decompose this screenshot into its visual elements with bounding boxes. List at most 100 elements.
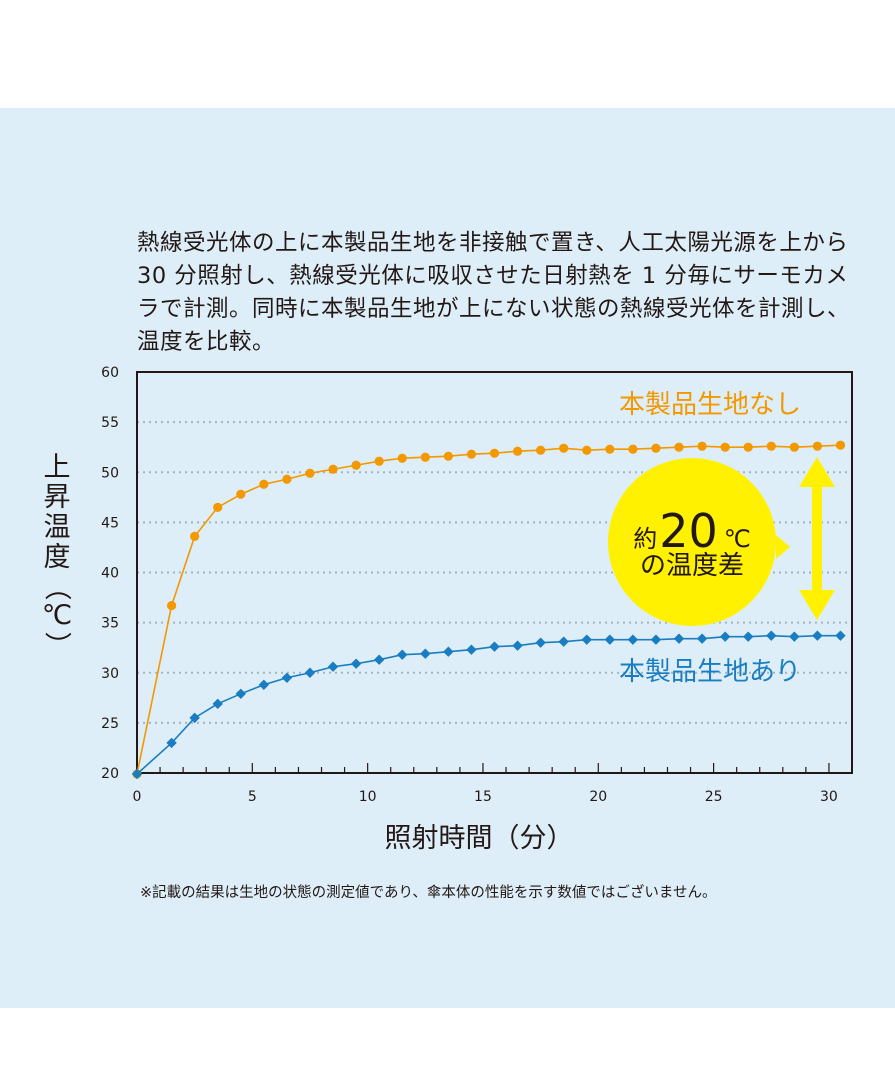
series-1-point-29 [812, 630, 823, 641]
x-axis-label: 照射時間（分） [385, 823, 574, 854]
series-1-point-17 [535, 637, 546, 648]
x-tick-label-25: 25 [705, 789, 723, 805]
series-0-point-19 [582, 445, 592, 455]
y-axis-label-char-5: ℃ [42, 600, 72, 631]
series-0-point-10 [374, 456, 384, 466]
series-0-point-28 [789, 442, 799, 452]
callout-line1: 約20 ℃ [633, 504, 751, 558]
difference-arrow-down-head [799, 590, 835, 620]
x-tick-label-30: 30 [820, 789, 838, 805]
series-1-point-6 [281, 672, 293, 683]
callout-number: 20 [659, 504, 718, 558]
series-label-without-fabric: 本製品生地なし [619, 390, 801, 420]
series-1-point-30 [835, 630, 846, 641]
series-label-with-fabric: 本製品生地あり [619, 657, 801, 687]
temperature-difference-callout: 約20 ℃ の温度差 [608, 457, 835, 626]
y-axis-label-char-0: 上 [44, 452, 71, 483]
series-1-point-8 [327, 661, 339, 672]
y-tick-label-60: 60 [101, 365, 119, 381]
series-1-point-4 [235, 688, 246, 700]
x-tick-label-15: 15 [474, 789, 492, 805]
callout-unit: ℃ [724, 525, 751, 553]
series-0-point-16 [512, 446, 523, 456]
series-1-point-5 [258, 679, 270, 690]
series-0-point-1 [166, 600, 177, 611]
callout-circle [608, 458, 776, 626]
series-1-point-2 [189, 712, 200, 724]
series-0-point-12 [420, 452, 430, 462]
series-0-point-25 [720, 442, 730, 452]
series-0-point-11 [397, 453, 407, 463]
series-0-point-20 [605, 444, 615, 454]
series-1-point-12 [420, 648, 431, 659]
series-0-point-3 [213, 502, 223, 512]
series-1-point-1 [166, 737, 177, 749]
difference-arrow-up-head [799, 457, 835, 487]
series-1-point-21 [627, 634, 639, 645]
series-0-point-15 [489, 448, 500, 458]
y-tick-label-45: 45 [101, 515, 119, 531]
series-1-point-20 [604, 634, 616, 645]
y-axis-label-char-6: ） [41, 632, 72, 659]
callout-pointer [776, 535, 790, 559]
x-tick-label-10: 10 [359, 789, 377, 805]
series-1-point-9 [350, 658, 362, 669]
series-1-point-26 [743, 631, 754, 642]
series-1-point-0 [131, 768, 143, 780]
plot-frame [136, 371, 853, 774]
series-0-point-26 [743, 442, 753, 452]
series-1-point-11 [397, 649, 408, 660]
y-axis-label-char-4: （ [41, 574, 72, 601]
series-layer [131, 440, 846, 780]
y-tick-label-55: 55 [101, 415, 119, 431]
x-tick-label-5: 5 [248, 789, 257, 805]
series-1-point-15 [489, 641, 500, 652]
x-tick-label-0: 0 [133, 789, 142, 805]
y-axis-label-char-2: 温 [44, 512, 71, 543]
series-1-point-13 [443, 646, 454, 657]
series-1-point-3 [212, 698, 223, 710]
series-0-point-8 [328, 464, 338, 474]
series-0-point-13 [443, 451, 453, 461]
callout-approx: 約 [633, 525, 657, 553]
series-0-point-5 [259, 479, 269, 489]
series-1-point-19 [581, 634, 592, 645]
series-0-point-4 [236, 489, 246, 499]
series-1-point-22 [650, 634, 662, 645]
series-0-point-30 [835, 440, 846, 450]
description-text: 熱線受光体の上に本製品生地を非接触で置き、人工太陽光源を上から 30 分照射し、… [137, 230, 851, 355]
callout-line2: の温度差 [640, 551, 744, 581]
series-0-point-17 [536, 445, 546, 455]
series-0-point-14 [466, 449, 477, 459]
series-1-point-28 [789, 631, 800, 642]
y-axis-label-char-3: 度 [44, 542, 71, 573]
series-1-point-27 [766, 630, 777, 641]
series-0-point-9 [351, 460, 361, 470]
y-tick-label-50: 50 [101, 465, 119, 481]
y-tick-label-20: 20 [101, 766, 119, 782]
series-1-point-24 [696, 633, 708, 644]
y-tick-label-40: 40 [101, 566, 119, 582]
series-0-point-18 [559, 443, 569, 453]
series-0-point-22 [651, 443, 661, 453]
series-0-point-6 [282, 474, 292, 484]
footnote: ※記載の結果は生地の状態の測定値であり、傘本体の性能を示す数値ではございません。 [140, 885, 717, 901]
series-0-point-27 [766, 441, 776, 451]
y-tick-label-25: 25 [101, 716, 119, 732]
x-tick-label-20: 20 [589, 789, 607, 805]
series-1-point-7 [304, 667, 316, 678]
axis-ticks: 20 25 30 35 40 45 50 55 60 0 5 10 15 20 25 30 [101, 365, 838, 805]
y-tick-label-35: 35 [101, 616, 119, 632]
y-axis-label-char-1: 昇 [44, 482, 71, 513]
series-1-point-14 [466, 644, 477, 655]
series-1-point-18 [558, 636, 569, 647]
series-1-point-25 [719, 631, 731, 642]
series-0-point-2 [190, 531, 200, 542]
y-tick-label-30: 30 [101, 666, 119, 682]
series-0-point-29 [812, 441, 823, 451]
series-1-point-10 [373, 654, 385, 665]
series-0-point-23 [674, 442, 684, 452]
series-1-point-23 [673, 633, 685, 644]
